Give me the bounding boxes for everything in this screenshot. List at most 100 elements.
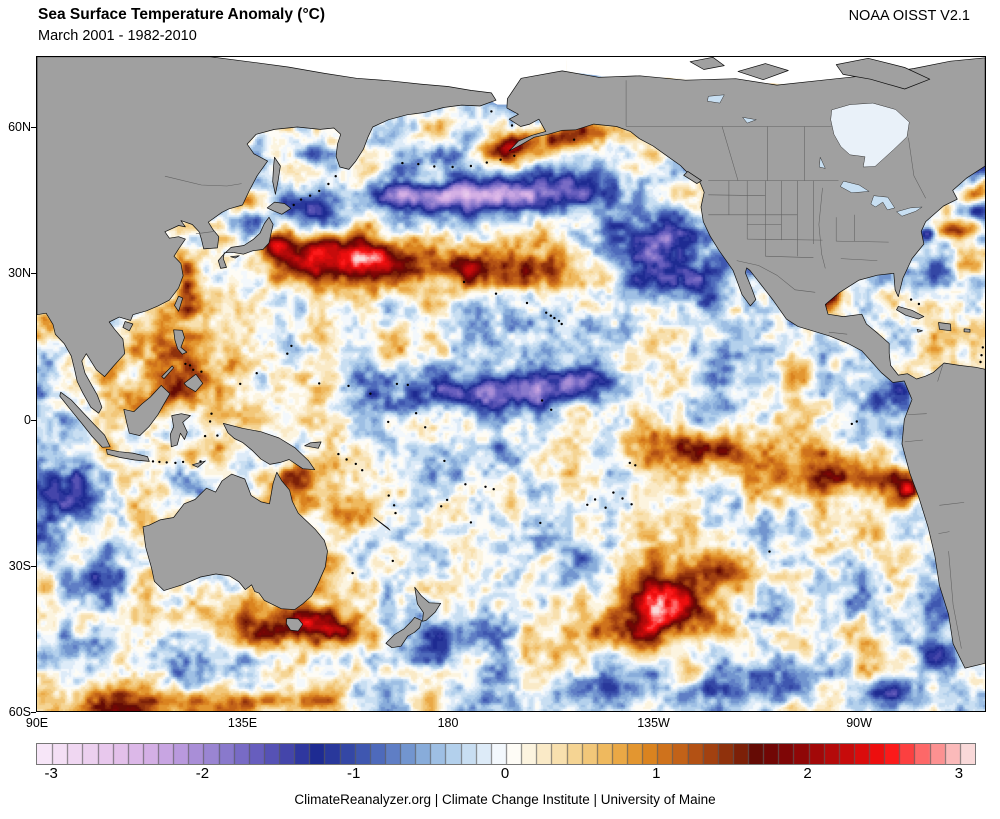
island-dot-76 [181, 460, 185, 464]
lake-lake-winnipeg [819, 156, 826, 169]
lat-tick-label-60S: 60S [8, 705, 31, 719]
island-dot-18 [290, 344, 293, 348]
admin-border-23 [828, 331, 848, 335]
island-dot-20 [255, 372, 258, 375]
island-dot-70 [981, 346, 984, 349]
admin-border-28 [939, 502, 965, 506]
lon-tick-label-180: 180 [437, 716, 459, 730]
lake-hudson-bay [830, 102, 910, 168]
island-dot-24 [387, 420, 390, 424]
admin-border-17 [818, 187, 826, 269]
island-dot-63 [392, 504, 396, 507]
island-dot-72 [188, 364, 192, 367]
land-sulawesi [170, 413, 191, 448]
island-dot-21 [318, 382, 321, 385]
island-dot-46 [540, 399, 544, 402]
lon-tick-label-135W: 135W [637, 716, 670, 730]
island-dot-68 [917, 302, 921, 306]
island-dot-39 [604, 506, 607, 509]
admin-border-22 [736, 260, 816, 293]
admin-border-31 [164, 175, 242, 187]
island-dot-48 [494, 292, 498, 295]
admin-border-25 [937, 363, 944, 382]
island-dot-0 [292, 203, 295, 207]
lat-tick-label-60N: 60N [8, 120, 31, 134]
island-dot-4 [327, 182, 330, 186]
land-honshu-kyushu [217, 216, 274, 269]
island-dot-55 [768, 550, 771, 553]
ice-arctic-west [211, 57, 567, 102]
island-dot-25 [406, 383, 409, 387]
island-dot-1 [299, 198, 303, 201]
admin-border-15 [747, 238, 823, 241]
colorbar-canvas [36, 743, 976, 765]
island-dot-17 [286, 352, 289, 355]
island-dot-28 [424, 426, 427, 429]
land-timor [191, 460, 206, 468]
land-palawan [161, 365, 174, 379]
island-dot-69 [980, 354, 983, 357]
land-baffin-island [835, 57, 931, 90]
lake-lake-erie-ontario [895, 206, 924, 217]
island-dot-64 [394, 511, 397, 515]
island-dot-80 [165, 461, 168, 464]
lat-tick-label-0: 0 [24, 412, 31, 427]
island-dot-50 [545, 311, 548, 314]
lon-tick-label-90E: 90E [25, 716, 49, 730]
lake-great-bear-lake [707, 94, 725, 104]
colorbar-tick-label-3: 3 [954, 765, 964, 782]
island-dot-60 [354, 462, 357, 466]
island-dot-59 [345, 458, 348, 461]
dataset-label: NOAA OISST V2.1 [848, 8, 970, 24]
admin-border-29 [938, 531, 950, 534]
island-dot-53 [557, 319, 561, 323]
colorbar-tick-label-1: 1 [652, 765, 661, 782]
lat-tick-mark [31, 712, 36, 713]
land-shikoku [230, 255, 240, 259]
island-dot-26 [395, 382, 399, 386]
island-dot-31 [484, 485, 487, 488]
land-cuba [896, 306, 925, 320]
island-dot-66 [391, 559, 394, 563]
island-dot-15 [490, 110, 493, 113]
island-dot-8 [433, 165, 436, 168]
island-dot-35 [445, 498, 449, 502]
island-dot-57 [850, 422, 853, 426]
island-dot-42 [630, 503, 633, 506]
footer-credit: ClimateReanalyzer.org | Climate Change I… [294, 792, 716, 807]
island-dot-10 [469, 164, 473, 168]
island-dot-61 [361, 469, 364, 472]
island-dot-56 [855, 420, 858, 423]
island-dot-73 [184, 362, 187, 366]
land-banks-island [689, 57, 725, 70]
island-dot-40 [612, 491, 615, 494]
colorbar-tick-label--3: -3 [44, 765, 58, 782]
land-java [106, 448, 150, 462]
island-dot-30 [464, 483, 467, 486]
island-dot-54 [560, 322, 563, 326]
island-dot-9 [451, 165, 454, 169]
admin-border-30 [948, 551, 962, 649]
island-dot-45 [550, 408, 553, 411]
lat-tick-mark [31, 419, 36, 421]
land-sakhalin [272, 156, 281, 195]
island-dot-81 [174, 461, 177, 465]
lat-tick-mark [31, 565, 36, 567]
island-dot-67 [909, 298, 913, 301]
island-dot-12 [499, 158, 502, 161]
land-sumatra [59, 391, 111, 448]
island-dot-32 [492, 488, 495, 491]
admin-border-32 [195, 231, 216, 235]
island-dot-33 [469, 521, 473, 524]
colorbar-tick-label--1: -1 [347, 765, 361, 782]
land-hokkaido [266, 201, 292, 215]
island-dot-16 [510, 124, 514, 127]
land-jamaica [916, 328, 923, 333]
island-dot-85 [216, 434, 219, 437]
island-dot-27 [414, 412, 418, 415]
land-puerto-rico [963, 328, 971, 333]
admin-border-21 [840, 258, 878, 261]
lon-tick-label-135E: 135E [227, 716, 258, 730]
land-hispaniola [938, 322, 952, 332]
colorbar-tick-label-2: 2 [803, 765, 812, 782]
